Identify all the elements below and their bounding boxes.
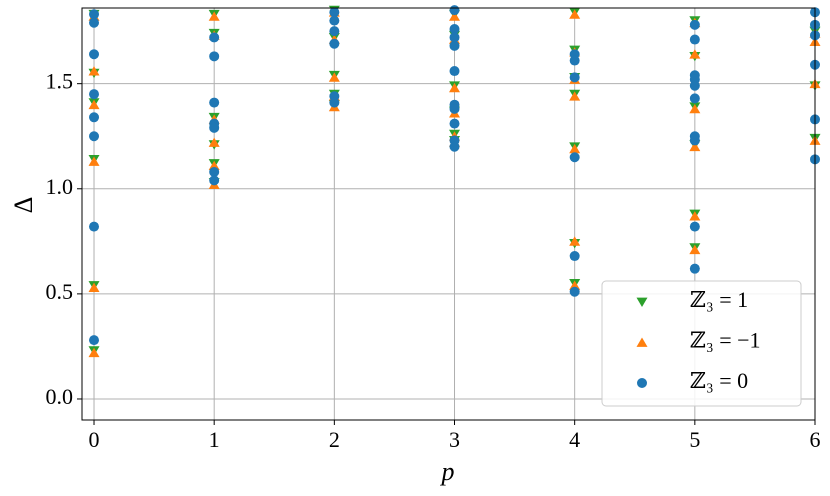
point [689,80,700,91]
point [89,9,100,20]
point [329,15,340,26]
point [209,32,220,43]
x-tick-label: 1 [209,427,220,452]
point [89,49,100,60]
point [569,72,580,83]
point [449,103,460,114]
x-tick-label: 4 [569,427,580,452]
legend-marker [636,297,648,307]
point [689,135,700,146]
x-tick-label: 0 [89,427,100,452]
y-tick-label: 0.0 [46,384,74,409]
point [209,51,220,62]
point [689,244,701,255]
point [569,286,580,297]
point [689,141,701,152]
point [689,49,701,59]
point [449,11,461,21]
point [689,211,701,221]
point [88,282,100,292]
point [209,122,220,133]
point [328,72,340,82]
point [209,97,220,108]
legend-label: ℤ₃ = 1 [690,287,748,312]
legend-marker [636,337,648,347]
x-tick-label: 5 [689,427,700,452]
point [569,9,581,19]
point [569,91,581,101]
x-axis-label: p [440,457,455,486]
point [329,7,340,18]
point [569,143,581,154]
y-axis-label: Δ [9,197,38,214]
point [329,97,340,108]
point [449,66,460,77]
point [569,55,580,66]
point [569,280,581,290]
point [449,141,460,152]
point [449,24,460,35]
point [89,221,100,232]
point [89,89,100,100]
legend-label: ℤ₃ = 0 [690,368,748,393]
point [569,152,580,163]
point [569,236,581,246]
y-tick-label: 1.5 [46,69,74,94]
legend-marker [637,378,647,388]
point [449,118,460,129]
point [449,82,461,93]
point [88,99,100,110]
plot-frame [81,7,816,421]
point [689,93,700,104]
point [209,175,220,186]
point [689,263,700,274]
point [689,221,700,232]
x-tick-label: 2 [329,427,340,452]
point [329,26,340,37]
point [569,251,580,262]
point [689,19,700,30]
point [689,103,701,114]
point [89,131,100,142]
point [88,156,100,166]
point [449,32,460,43]
point [329,38,340,49]
point [449,5,460,16]
point [88,347,100,358]
point [89,335,100,346]
x-tick-label: 3 [449,427,460,452]
y-tick-label: 1.0 [46,174,74,199]
legend-box [601,280,802,407]
point [449,40,460,51]
legend-label: ℤ₃ = −1 [690,328,761,353]
y-tick-label: 0.5 [46,279,74,304]
point [208,137,220,147]
point [88,66,100,76]
x-tick-label: 6 [810,427,821,452]
point [208,160,220,171]
point [208,11,220,21]
point [689,34,700,45]
point [209,166,220,177]
point [89,17,100,28]
point [89,112,100,123]
